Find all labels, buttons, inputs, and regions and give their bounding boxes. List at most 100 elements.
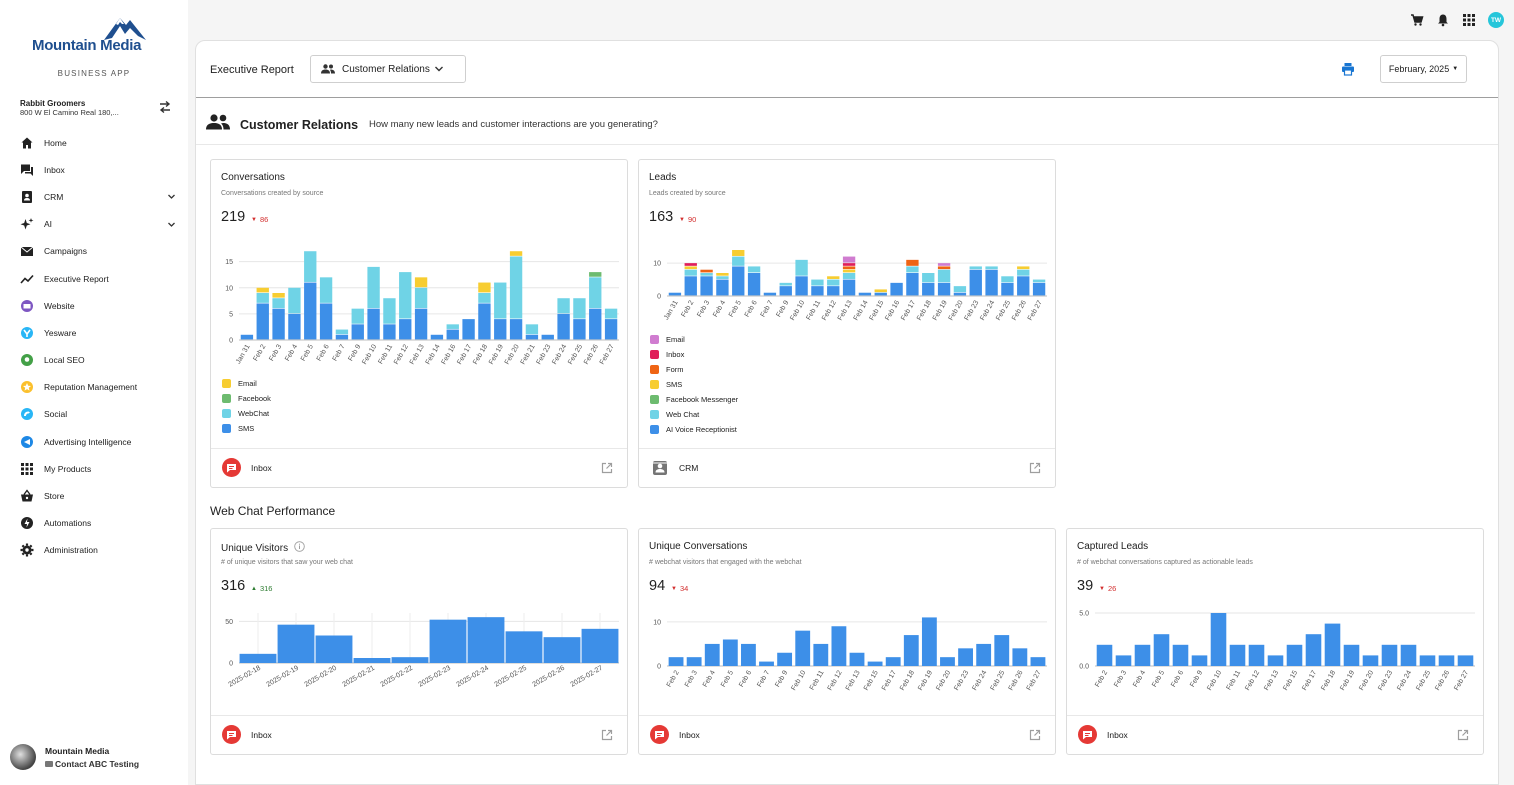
- bar-segment[interactable]: [319, 277, 333, 303]
- bar-segment[interactable]: [478, 293, 491, 303]
- bar-segment[interactable]: [842, 279, 856, 296]
- bar-segment[interactable]: [367, 308, 380, 340]
- bar-segment[interactable]: [874, 289, 887, 293]
- bar-segment[interactable]: [827, 286, 840, 296]
- sidebar-item-ai[interactable]: AI: [0, 211, 188, 238]
- bar[interactable]: [849, 652, 865, 666]
- bar[interactable]: [1030, 657, 1046, 666]
- bar[interactable]: [813, 643, 829, 666]
- avatar[interactable]: [10, 744, 36, 770]
- bar-segment[interactable]: [319, 303, 333, 340]
- bar-segment[interactable]: [842, 256, 856, 263]
- bar[interactable]: [940, 657, 955, 666]
- bar-segment[interactable]: [604, 308, 618, 319]
- bar-segment[interactable]: [525, 334, 539, 340]
- bar-segment[interactable]: [779, 286, 792, 296]
- legend-item[interactable]: Web Chat: [650, 407, 738, 422]
- bar-segment[interactable]: [478, 303, 491, 340]
- switch-account-icon[interactable]: [158, 100, 172, 114]
- footer-label[interactable]: CRM: [679, 463, 699, 473]
- bar-segment[interactable]: [763, 292, 777, 296]
- sidebar-item-my-products[interactable]: My Products: [0, 455, 188, 482]
- bar-segment[interactable]: [969, 266, 982, 270]
- bar-segment[interactable]: [557, 313, 570, 340]
- bar[interactable]: [1248, 644, 1265, 666]
- inbox-app-icon[interactable]: [222, 725, 241, 744]
- bar[interactable]: [795, 630, 811, 666]
- bar[interactable]: [1324, 623, 1341, 666]
- crm-app-icon[interactable]: [650, 458, 669, 477]
- chevron-down-icon[interactable]: [167, 192, 176, 201]
- bar[interactable]: [1305, 634, 1322, 666]
- bar-segment[interactable]: [541, 334, 554, 340]
- bar-segment[interactable]: [256, 293, 269, 303]
- bar-segment[interactable]: [478, 282, 491, 293]
- chevron-down-icon[interactable]: [167, 220, 176, 229]
- bar-segment[interactable]: [240, 334, 254, 340]
- sidebar-item-website[interactable]: Website: [0, 292, 188, 319]
- card-footer[interactable]: Inbox: [211, 715, 627, 754]
- bar-segment[interactable]: [351, 324, 364, 340]
- bar-segment[interactable]: [811, 279, 824, 286]
- bar-segment[interactable]: [414, 308, 428, 340]
- bar[interactable]: [921, 617, 937, 666]
- bar-segment[interactable]: [747, 273, 761, 296]
- open-external-icon[interactable]: [1457, 729, 1469, 741]
- legend-item[interactable]: Email: [222, 376, 271, 391]
- open-external-icon[interactable]: [601, 729, 613, 741]
- bar-segment[interactable]: [668, 292, 682, 296]
- sidebar-item-inbox[interactable]: Inbox: [0, 156, 188, 183]
- bar-segment[interactable]: [351, 308, 364, 324]
- bar-segment[interactable]: [589, 277, 602, 309]
- print-icon[interactable]: [1341, 62, 1355, 76]
- bar[interactable]: [867, 661, 883, 666]
- bar-segment[interactable]: [509, 251, 523, 256]
- bar-segment[interactable]: [684, 269, 697, 276]
- bar-segment[interactable]: [399, 319, 412, 340]
- bar-segment[interactable]: [383, 324, 396, 340]
- bar-segment[interactable]: [509, 256, 523, 319]
- bar[interactable]: [1012, 648, 1028, 666]
- bar[interactable]: [1381, 644, 1398, 666]
- bar-segment[interactable]: [557, 298, 570, 314]
- sidebar-item-social[interactable]: Social: [0, 401, 188, 428]
- inbox-app-icon[interactable]: [650, 725, 669, 744]
- bar-segment[interactable]: [937, 282, 951, 296]
- bar-segment[interactable]: [256, 303, 269, 340]
- bar[interactable]: [759, 661, 774, 666]
- bar-segment[interactable]: [288, 287, 301, 314]
- bar-segment[interactable]: [700, 276, 713, 296]
- bar-segment[interactable]: [684, 263, 697, 266]
- bar-segment[interactable]: [684, 276, 697, 296]
- apps-grid-icon[interactable]: [1462, 13, 1476, 27]
- bar-segment[interactable]: [985, 266, 998, 270]
- bar[interactable]: [505, 631, 543, 663]
- sidebar-item-home[interactable]: Home: [0, 129, 188, 156]
- bar-segment[interactable]: [937, 269, 951, 283]
- bar-segment[interactable]: [858, 292, 872, 296]
- mountain-logo-icon[interactable]: [30, 12, 170, 72]
- bar-segment[interactable]: [335, 334, 349, 340]
- bar-segment[interactable]: [937, 266, 951, 270]
- bar-segment[interactable]: [811, 286, 824, 296]
- bar-segment[interactable]: [700, 269, 713, 273]
- bar-segment[interactable]: [589, 308, 602, 340]
- bar-segment[interactable]: [256, 287, 269, 293]
- legend-item[interactable]: SMS: [650, 377, 738, 392]
- bar-segment[interactable]: [509, 319, 523, 340]
- bar-segment[interactable]: [842, 273, 856, 279]
- sidebar-item-yesware[interactable]: Yesware: [0, 319, 188, 346]
- bar[interactable]: [903, 635, 919, 666]
- bar-segment[interactable]: [446, 324, 459, 329]
- bar[interactable]: [1153, 634, 1170, 666]
- bar-segment[interactable]: [937, 263, 951, 266]
- bar-segment[interactable]: [272, 308, 285, 340]
- card-footer[interactable]: Inbox: [211, 448, 627, 487]
- bar[interactable]: [391, 657, 429, 663]
- bar-segment[interactable]: [716, 276, 729, 279]
- bar[interactable]: [741, 643, 756, 666]
- bar-segment[interactable]: [700, 273, 713, 276]
- legend-item[interactable]: WebChat: [222, 406, 271, 421]
- open-external-icon[interactable]: [1029, 729, 1041, 741]
- bar-segment[interactable]: [414, 277, 428, 288]
